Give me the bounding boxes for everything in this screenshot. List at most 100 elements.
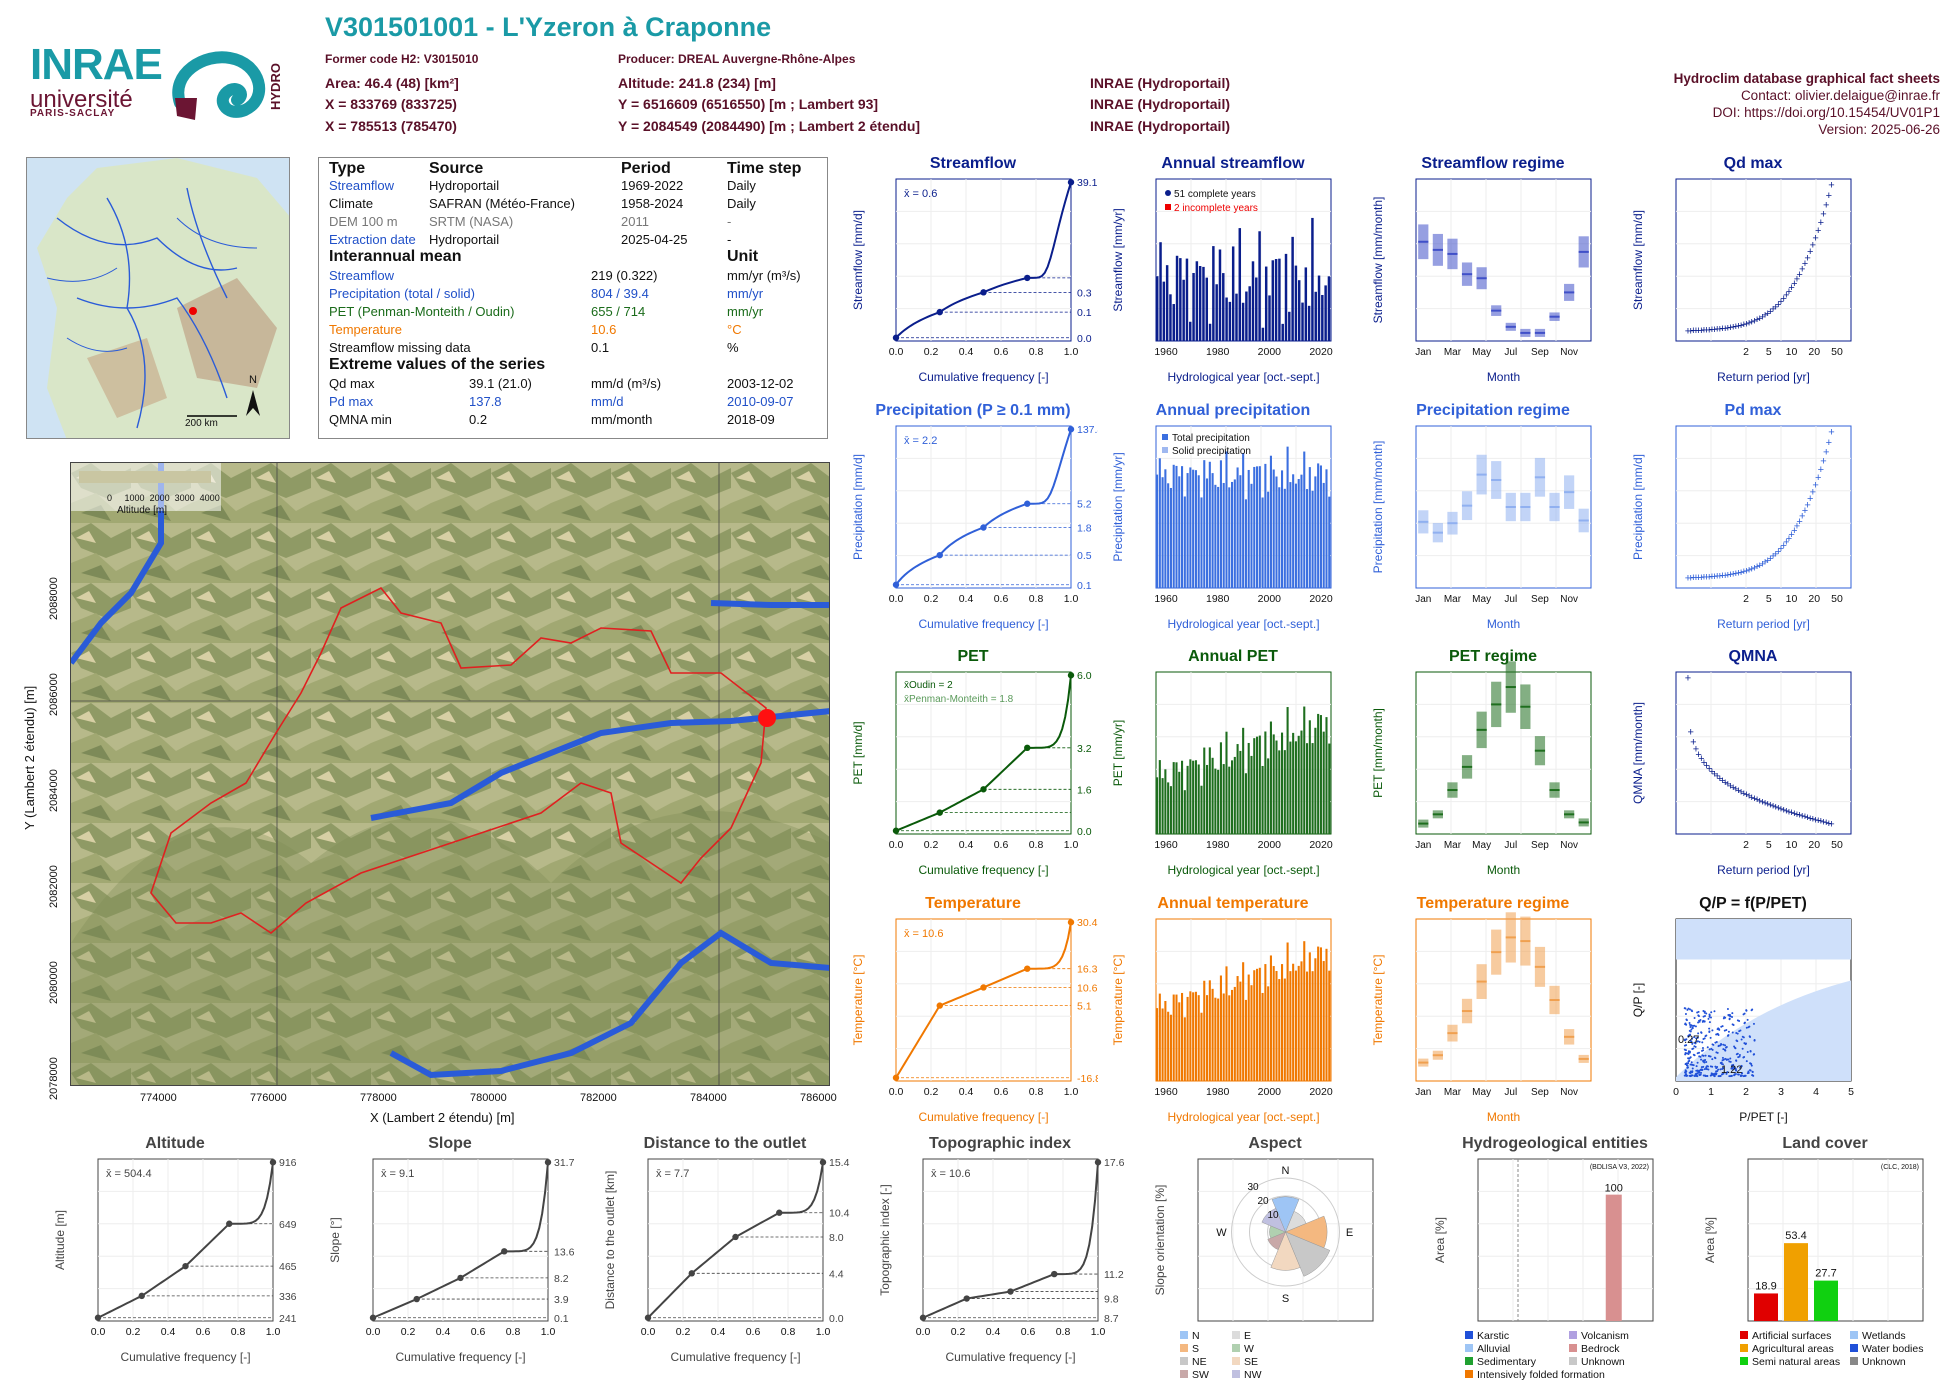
- annual-bar: [1292, 474, 1295, 588]
- annual-bar: [1317, 713, 1320, 834]
- bar-label: 100: [1605, 1182, 1623, 1194]
- rp-point: +: [1741, 566, 1747, 578]
- annual-bar: [1200, 1012, 1203, 1081]
- rp-point: +: [1812, 479, 1818, 491]
- scatter-point: [1702, 1074, 1705, 1077]
- info-cell: -: [727, 232, 732, 247]
- annual-bar: [1258, 735, 1261, 834]
- annual-bar: [1281, 323, 1284, 341]
- rp-point: +: [1746, 565, 1752, 577]
- plot-frame: [1415, 671, 1592, 835]
- right-tick-label: 10.6: [1077, 982, 1098, 994]
- scatter-point: [1685, 1070, 1688, 1073]
- chart-title: Topographic index: [929, 1135, 1071, 1152]
- right-tick-label: 8.2: [554, 1273, 569, 1285]
- mean-label: x̄ = 7.7: [656, 1168, 689, 1180]
- annual-bar: [1244, 773, 1247, 834]
- x-axis-label: Hydrological year [oct.-sept.]: [1167, 1110, 1319, 1124]
- annual-bar: [1275, 740, 1278, 834]
- y-axis-label: Area [%]: [1433, 1217, 1447, 1263]
- annual-bar: [1300, 730, 1303, 834]
- annual-bar: [1261, 497, 1264, 588]
- scatter-point: [1710, 1011, 1713, 1014]
- scatter-point: [1716, 1070, 1719, 1073]
- info-cell: Hydroportail: [429, 232, 500, 247]
- annual-bar: [1169, 1014, 1172, 1081]
- rp-point: +: [1743, 789, 1749, 801]
- scatter-point: [1699, 1073, 1702, 1076]
- scatter-point: [1687, 1051, 1690, 1054]
- north-label: N: [249, 374, 257, 386]
- fact-sheet-title: Hydroclim database graphical fact sheets: [1673, 71, 1940, 86]
- x-tick-label: 0.2: [676, 1326, 691, 1338]
- scatter-point: [1727, 1034, 1730, 1037]
- scatter-point: [1734, 1047, 1737, 1050]
- direction-label: N: [1282, 1165, 1290, 1177]
- scatter-point: [1721, 1056, 1724, 1059]
- scatter-point: [1740, 1074, 1743, 1077]
- annual-bar: [1165, 265, 1169, 341]
- scatter-point: [1687, 1066, 1690, 1069]
- annual-bar: [1178, 476, 1181, 588]
- info-cell: 2003-12-02: [727, 376, 794, 391]
- legend-tick: 3000: [174, 493, 195, 503]
- scatter-point: [1692, 1053, 1695, 1056]
- annual-bar: [1156, 474, 1159, 588]
- x-tick-label: 0.4: [436, 1326, 451, 1338]
- scatter-point: [1686, 1064, 1689, 1067]
- annual-bar: [1236, 467, 1239, 588]
- annual-bar: [1283, 750, 1286, 834]
- rp-point: +: [1780, 293, 1786, 305]
- x-tick-label: 0.0: [366, 1326, 381, 1338]
- x-tick-label: Nov: [1560, 347, 1578, 358]
- chart-title: Altitude: [145, 1135, 205, 1152]
- scatter-point: [1707, 1055, 1710, 1058]
- rp-point: +: [1730, 322, 1736, 334]
- rp-point: +: [1690, 737, 1696, 749]
- former-code: Former code H2: V3015010: [325, 52, 479, 66]
- x-tick-label: 780000: [470, 1092, 507, 1104]
- rp-point: +: [1804, 499, 1810, 511]
- x-axis-label: Hydrological year [oct.-sept.]: [1167, 370, 1319, 384]
- annual-bar: [1164, 469, 1167, 588]
- right-tick-label: 17.6: [1104, 1157, 1125, 1169]
- annual-bar: [1306, 743, 1309, 834]
- rp-point: +: [1735, 321, 1741, 333]
- annual-bar: [1322, 961, 1325, 1081]
- scatter-point: [1700, 1068, 1703, 1071]
- x-tick-label: 0.4: [959, 839, 974, 851]
- scatter-point: [1703, 1068, 1706, 1071]
- info-cell: 2010-09-07: [727, 394, 794, 409]
- annual-bar: [1250, 483, 1253, 588]
- rp-point: +: [1767, 553, 1773, 565]
- annual-bar: [1175, 465, 1178, 588]
- scatter-point: [1693, 1045, 1696, 1048]
- legend-tick: 4000: [199, 493, 220, 503]
- x-tick-label: Mar: [1444, 347, 1462, 358]
- rp-point: +: [1735, 785, 1741, 797]
- legend-tick: 1000: [124, 493, 145, 503]
- annual-bar: [1322, 482, 1325, 588]
- rp-point: +: [1780, 540, 1786, 552]
- rp-point: +: [1810, 814, 1816, 826]
- rp-point: +: [1751, 315, 1757, 327]
- annual-bar: [1192, 760, 1195, 834]
- rp-point: +: [1727, 322, 1733, 334]
- scatter-point: [1697, 1021, 1700, 1024]
- rp-point: +: [1690, 572, 1696, 584]
- annual-bar: [1251, 261, 1255, 341]
- annual-bar: [1322, 731, 1325, 834]
- info-cell: 137.8: [469, 394, 502, 409]
- x-tick-label: 1.0: [1064, 346, 1079, 358]
- annual-bar: [1156, 1008, 1159, 1081]
- scatter-point: [1702, 1038, 1705, 1041]
- x-tick-label: Jul: [1504, 1087, 1517, 1098]
- annual-bar: [1231, 760, 1234, 834]
- scatter-point: [1689, 1056, 1692, 1059]
- annual-bar: [1217, 486, 1220, 588]
- scatter-point: [1741, 1072, 1744, 1075]
- scatter-point: [1735, 1053, 1738, 1056]
- scatter-point: [1688, 1071, 1691, 1074]
- ring-label: 20: [1258, 1196, 1270, 1207]
- plot-frame: [895, 918, 1072, 1082]
